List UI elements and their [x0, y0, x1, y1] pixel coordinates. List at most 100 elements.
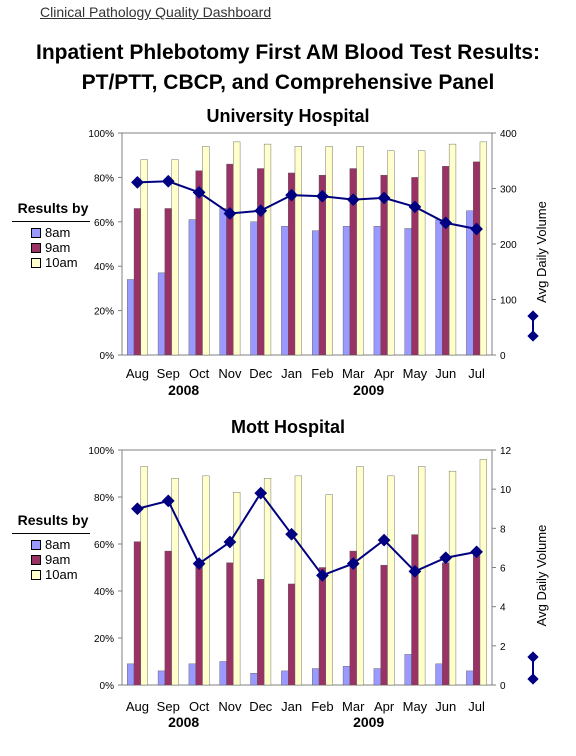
- x-tick-label: Sep: [157, 366, 180, 381]
- year-label: 2008: [168, 382, 199, 398]
- line-legend-marker-top: [527, 651, 539, 663]
- legend-divider: [12, 221, 90, 222]
- bar-8am-jan: [281, 226, 289, 356]
- bar-10am-dec: [263, 478, 272, 686]
- bar-8am-nov: [219, 208, 227, 356]
- y2-tick-label: 0: [500, 681, 506, 692]
- y2-tick-label: 6: [500, 564, 506, 575]
- x-tick-label: Jan: [281, 699, 302, 714]
- x-tick-label: Aug: [126, 366, 149, 381]
- bar-9am-jul: [472, 161, 481, 356]
- bar-8am-jul: [466, 210, 474, 356]
- bar-10am-mar: [356, 466, 364, 686]
- legend-label-9am: 9am: [45, 240, 71, 255]
- volume-point-feb: [316, 189, 329, 203]
- page-title-line2: PT/PTT, CBCP, and Comprehensive Panel: [81, 71, 495, 94]
- bar-9am-feb: [318, 567, 327, 686]
- volume-line: [137, 180, 477, 230]
- x-tick-label: Jul: [468, 699, 485, 714]
- bar-8am-may: [404, 228, 412, 356]
- y2-tick-label: 400: [500, 129, 517, 140]
- x-tick-label: Jun: [435, 699, 456, 714]
- x-tick-label: Feb: [311, 366, 333, 381]
- x-tick-label: Feb: [311, 699, 333, 714]
- bar-10am-feb: [325, 146, 333, 356]
- bar-8am-jun: [435, 219, 443, 356]
- x-tick-label: Sep: [157, 699, 180, 714]
- y-tick-label: 60%: [94, 218, 114, 229]
- bar-9am-sep: [164, 208, 172, 356]
- bar-10am-may: [418, 150, 426, 356]
- bar-9am-mar: [349, 550, 357, 686]
- bar-9am-sep: [164, 550, 172, 686]
- y-tick-label: 20%: [94, 307, 114, 318]
- x-tick-label: Dec: [249, 366, 273, 381]
- bar-9am-apr: [380, 564, 388, 686]
- legend-swatch-9am: [31, 243, 41, 253]
- volume-point-may: [408, 200, 422, 214]
- legend-label-9am: 9am: [45, 552, 71, 567]
- bar-8am-may: [404, 654, 412, 686]
- bar-10am-jan: [294, 475, 302, 686]
- bar-9am-nov: [226, 163, 234, 356]
- volume-point-dec: [254, 204, 268, 218]
- volume-line: [137, 491, 477, 577]
- bar-8am-oct: [188, 663, 196, 686]
- bar-10am-sep: [171, 159, 179, 356]
- x-tick-label: Mar: [342, 699, 365, 714]
- bar-8am-sep: [157, 670, 166, 686]
- line-legend-marker-bottom: [527, 673, 539, 685]
- plot-area: [121, 132, 493, 356]
- bar-8am-aug: [127, 663, 135, 686]
- bar-10am-sep: [171, 478, 179, 686]
- bar-8am-dec: [250, 221, 258, 356]
- plot-area: [121, 449, 493, 686]
- legend-item-9am: 9am: [8, 552, 98, 567]
- legend-item-10am: 10am: [8, 255, 98, 270]
- x-tick-label: Oct: [189, 699, 210, 714]
- year-label: 2009: [353, 714, 384, 730]
- bar-10am-mar: [356, 146, 364, 356]
- bar-9am-dec: [257, 579, 265, 686]
- legend-university: Results by 8am 9am 10am: [8, 200, 98, 270]
- y2-axis-title: Avg Daily Volume: [534, 525, 549, 627]
- bar-8am-mar: [342, 226, 351, 356]
- bar-10am-oct: [202, 146, 210, 356]
- x-tick-label: Nov: [218, 366, 242, 381]
- bar-10am-may: [418, 466, 426, 686]
- chart-title: Mott Hospital: [231, 417, 345, 437]
- volume-point-jun: [439, 216, 453, 230]
- legend-title: Results by: [17, 512, 89, 528]
- volume-point-sep: [161, 494, 175, 508]
- y2-tick-label: 200: [500, 240, 517, 251]
- legend-label-10am: 10am: [45, 255, 78, 270]
- line-legend-marker-top: [527, 310, 539, 322]
- bar-8am-jun: [435, 663, 443, 686]
- legend-swatch-10am: [31, 258, 41, 268]
- y2-tick-label: 8: [500, 524, 506, 535]
- bar-9am-jun: [442, 166, 450, 356]
- y-tick-label: 20%: [94, 634, 114, 645]
- volume-point-aug: [131, 502, 144, 516]
- bar-9am-jun: [442, 562, 450, 686]
- bar-9am-aug: [133, 541, 142, 686]
- y-tick-label: 100%: [88, 446, 114, 457]
- legend-mott: Results by 8am 9am 10am: [8, 512, 98, 582]
- bar-10am-aug: [140, 159, 148, 356]
- y2-tick-label: 12: [500, 446, 512, 457]
- x-tick-label: Jun: [435, 366, 456, 381]
- bar-9am-nov: [226, 562, 234, 686]
- page-title-line1: Inpatient Phlebotomy First AM Blood Test…: [35, 41, 541, 64]
- bar-9am-dec: [257, 168, 265, 356]
- bar-8am-oct: [188, 219, 196, 356]
- y2-tick-label: 0: [500, 351, 506, 362]
- year-label: 2008: [168, 714, 199, 730]
- bar-8am-feb: [312, 230, 320, 356]
- y-tick-label: 60%: [94, 540, 114, 551]
- bar-8am-aug: [127, 279, 135, 356]
- bar-8am-dec: [250, 673, 258, 686]
- x-tick-label: Mar: [342, 366, 365, 381]
- x-tick-label: Apr: [374, 366, 395, 381]
- chart-title: University Hospital: [206, 106, 369, 126]
- bar-9am-oct: [195, 562, 203, 686]
